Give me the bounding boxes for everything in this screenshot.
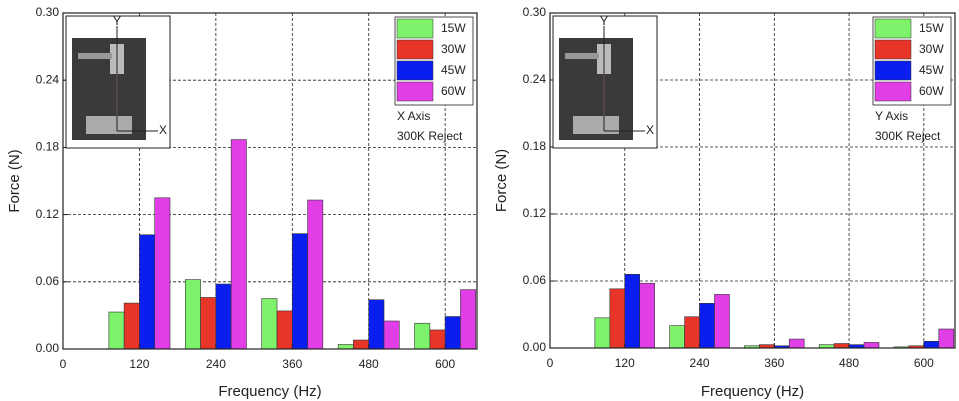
inset-label: X — [646, 123, 654, 137]
y-tick-label: 0.30 — [36, 5, 60, 19]
legend-swatch — [874, 60, 912, 81]
bar — [139, 234, 156, 350]
x-tick-label: 120 — [129, 357, 149, 371]
x-axis-label: Frequency (Hz) — [218, 383, 321, 400]
bar — [714, 294, 730, 349]
y-tick-label: 0.00 — [36, 341, 60, 355]
plot-frame — [549, 12, 956, 349]
bar — [639, 282, 655, 349]
legend-label: 45W — [919, 63, 944, 77]
bar — [200, 297, 217, 350]
annotation: X Axis — [397, 109, 430, 123]
y-tick-label: 0.18 — [523, 139, 547, 153]
bar — [383, 320, 400, 350]
annotation: Y Axis — [875, 109, 908, 123]
y-tick-label: 0.18 — [36, 140, 60, 154]
bar — [699, 303, 715, 349]
inset-label: Y — [600, 14, 608, 28]
bar — [230, 139, 247, 350]
bar — [594, 317, 611, 349]
legend-label: 60W — [919, 84, 944, 98]
bar — [154, 197, 171, 350]
annotation: 300K Reject — [397, 129, 463, 143]
bar — [429, 329, 446, 350]
bar — [938, 328, 955, 349]
bar — [215, 283, 232, 350]
bar — [669, 325, 685, 349]
inset-part — [565, 53, 599, 59]
bar — [353, 339, 370, 350]
bar — [307, 199, 324, 350]
legend-label: 15W — [919, 21, 944, 35]
bar — [368, 299, 385, 350]
legend-swatch — [396, 18, 434, 39]
y-tick-label: 0.24 — [523, 72, 547, 86]
y-tick-label: 0.12 — [36, 207, 60, 221]
y-axis-label: Force (N) — [6, 149, 23, 212]
y-tick-label: 0.24 — [36, 72, 60, 86]
x-tick-label: 600 — [435, 357, 455, 371]
chart: 0.00 0.06 0.12 0.18 0.24 0.30 0 120 240 360 480 600… — [493, 5, 956, 400]
x-axis-label: Frequency (Hz) — [701, 383, 804, 400]
bar — [444, 316, 461, 350]
legend-label: 45W — [441, 63, 466, 77]
inset-part — [78, 53, 112, 59]
x-tick-label: 0 — [60, 357, 67, 371]
legend-swatch — [874, 81, 912, 102]
x-tick-label: 360 — [282, 357, 302, 371]
bar — [337, 344, 354, 350]
x-tick-label: 480 — [359, 357, 379, 371]
bar — [684, 316, 700, 349]
legend-label: 60W — [441, 84, 466, 98]
legend-label: 15W — [441, 21, 466, 35]
legend-swatch — [396, 60, 434, 81]
y-tick-label: 0.00 — [523, 340, 547, 354]
x-tick-label: 120 — [615, 356, 635, 370]
legend-swatch — [396, 81, 434, 102]
x-tick-label: 360 — [764, 356, 784, 370]
legend-swatch — [874, 18, 912, 39]
chart: 0.00 0.06 0.12 0.18 0.24 0.30 0 120 240 360 480 600… — [6, 5, 478, 400]
inset-part — [86, 116, 132, 134]
bar — [923, 340, 940, 349]
legend-label: 30W — [441, 42, 466, 56]
x-tick-label: 480 — [839, 356, 859, 370]
bar — [291, 233, 308, 350]
bar — [123, 302, 140, 350]
y-axis-label: Force (N) — [493, 149, 510, 212]
bar — [788, 338, 805, 349]
bar — [276, 310, 293, 350]
bar — [414, 322, 431, 350]
inset-part — [573, 116, 619, 134]
bar — [609, 288, 626, 349]
bar — [863, 342, 880, 349]
x-tick-label: 0 — [547, 356, 554, 370]
x-tick-label: 240 — [690, 356, 710, 370]
inset-label: Y — [113, 14, 121, 28]
bar — [184, 279, 201, 350]
y-tick-label: 0.12 — [523, 206, 547, 220]
bar — [624, 273, 641, 349]
bar — [261, 298, 278, 350]
legend-swatch — [396, 39, 434, 60]
y-tick-label: 0.30 — [523, 5, 547, 19]
plot-frame — [62, 12, 478, 350]
bar — [108, 311, 125, 350]
x-tick-label: 600 — [914, 356, 934, 370]
bar — [460, 289, 477, 350]
legend-swatch — [874, 39, 912, 60]
legend-label: 30W — [919, 42, 944, 56]
bar — [833, 343, 850, 349]
x-tick-label: 240 — [206, 357, 226, 371]
annotation: 300K Reject — [875, 129, 941, 143]
inset-label: X — [159, 123, 167, 137]
y-tick-label: 0.06 — [36, 274, 60, 288]
y-tick-label: 0.06 — [523, 273, 547, 287]
